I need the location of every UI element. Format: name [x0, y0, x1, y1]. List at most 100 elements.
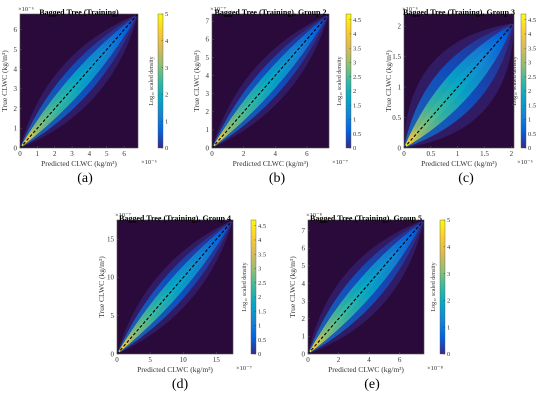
panel-label: (c) — [458, 171, 474, 186]
y-tick-label: 4 — [302, 280, 306, 288]
colorbar-tick-label: 0 — [165, 145, 168, 152]
colorbar — [520, 13, 527, 149]
x-tick-label: 2 — [337, 356, 341, 364]
y-tick-label: 5 — [111, 312, 115, 320]
colorbar-tick-label: 3.5 — [258, 251, 266, 258]
colorbar-tick-label: 0 — [447, 351, 450, 358]
colorbar-tick-label: 0 — [353, 145, 356, 152]
colorbar-tick-label: 2.5 — [258, 280, 266, 287]
x-axis-label: Predicted CLWC (kg/m³) — [233, 159, 309, 168]
x-axis-label: Predicted CLWC (kg/m³) — [41, 159, 117, 168]
colorbar-tick-label: 0.5 — [353, 131, 361, 138]
x-axis-exponent: ×10⁻⁸ — [427, 365, 444, 372]
y-tick-label: 1 — [398, 83, 402, 91]
identity-line — [308, 220, 424, 354]
density-core — [20, 14, 138, 148]
y-axis-exponent: ×10⁻⁷ — [210, 6, 226, 13]
x-tick-label: 10 — [180, 356, 188, 364]
colorbar — [157, 13, 164, 149]
y-tick-label: 5 — [302, 262, 306, 270]
colorbar-label: Log₁₀ scaled density — [149, 56, 155, 105]
colorbar-tick-label: 2 — [353, 88, 356, 95]
y-tick-label: 6 — [14, 26, 18, 34]
y-axis-label: True CLWC (kg/m³) — [0, 50, 9, 112]
y-axis-label: True CLWC (kg/m³) — [384, 50, 393, 112]
colorbar-tick-label: 3 — [447, 271, 450, 278]
chart-title: Bagged Tree (Training), Group 4 — [119, 214, 231, 223]
plot-frame — [19, 13, 139, 149]
y-tick-label: 1 — [14, 125, 18, 133]
y-tick-label: 15 — [107, 235, 115, 243]
colorbar-tick-label: 5 — [165, 11, 168, 18]
colorbar-tick-label: 4 — [258, 237, 262, 244]
y-axis-exponent: ×10⁻⁷ — [115, 212, 131, 219]
y-tick-label: 2 — [206, 108, 210, 116]
y-tick-label: 0 — [14, 144, 18, 152]
colorbar-tick-label: 5 — [447, 217, 450, 224]
y-axis-label: True CLWC (kg/m³) — [192, 50, 201, 112]
x-tick-label: 2 — [242, 150, 246, 158]
x-tick-label: 0 — [306, 356, 310, 364]
colorbar-label: Log₁₀ scaled density — [431, 262, 437, 311]
identity-line — [404, 22, 514, 148]
colorbar-tick-label: 2 — [447, 298, 450, 305]
x-tick-label: 0 — [115, 356, 119, 364]
x-tick-label: 2 — [53, 150, 57, 158]
x-axis-exponent: ×10⁻⁶ — [517, 159, 533, 166]
colorbar-tick-label: 1 — [165, 118, 168, 125]
colorbar-tick-label: 4 — [447, 244, 451, 251]
x-tick-label: 5 — [148, 356, 152, 364]
y-tick-label: 2 — [302, 315, 306, 323]
colorbar-tick-label: 3 — [165, 65, 168, 72]
x-axis-label: Predicted CLWC (kg/m³) — [137, 365, 213, 374]
y-tick-label: 0 — [302, 350, 306, 358]
y-tick-label: 10 — [107, 274, 115, 282]
x-tick-label: 0 — [18, 150, 22, 158]
x-tick-label: 0 — [210, 150, 214, 158]
colorbar-tick-label: 1 — [528, 117, 531, 124]
colorbar-tick-label: 4.5 — [353, 17, 361, 24]
x-tick-label: 0 — [402, 150, 406, 158]
x-tick-label: 2 — [510, 150, 514, 158]
x-tick-label: 6 — [122, 150, 126, 158]
colorbar-tick-label: 4.5 — [258, 223, 266, 230]
colorbar-tick-label: 2 — [258, 294, 261, 301]
colorbar — [439, 219, 446, 355]
x-axis-label: Predicted CLWC (kg/m³) — [328, 365, 404, 374]
colorbar-label: Log₁₀ scaled density — [242, 262, 248, 311]
x-tick-label: 1 — [36, 150, 40, 158]
x-axis-exponent: ×10⁻⁷ — [236, 365, 252, 372]
y-tick-label: 5 — [14, 46, 18, 54]
colorbar-tick-label: 2 — [528, 88, 531, 95]
colorbar-tick-label: 3 — [258, 266, 261, 273]
plot-frame — [403, 13, 515, 149]
colorbar-tick-label: 2 — [165, 92, 168, 99]
y-tick-label: 1 — [206, 126, 210, 134]
panel-label: (d) — [172, 377, 189, 392]
x-tick-label: 4 — [88, 150, 92, 158]
colorbar-tick-label: 1.5 — [258, 308, 266, 315]
colorbar-tick-label: 0 — [258, 351, 261, 358]
y-axis-exponent: ×10⁻⁶ — [18, 6, 34, 13]
colorbar-tick-label: 1 — [447, 324, 450, 331]
y-tick-label: 4 — [14, 65, 18, 73]
colorbar-tick-label: 4 — [528, 31, 532, 38]
colorbar-tick-label: 1 — [353, 117, 356, 124]
y-tick-label: 3 — [14, 85, 18, 93]
colorbar — [345, 13, 352, 149]
panel-label: (e) — [364, 377, 380, 392]
y-axis-label: True CLWC (kg/m³) — [288, 256, 297, 318]
colorbar-tick-label: 4 — [353, 31, 357, 38]
colorbar-tick-label: 1 — [258, 323, 261, 330]
colorbar-tick-label: 3.5 — [353, 45, 361, 52]
colorbar-label: Log₁₀ scaled density — [337, 56, 343, 105]
x-tick-label: 3 — [70, 150, 74, 158]
colorbar-tick-label: 1.5 — [528, 102, 536, 109]
panel-a: 0 1 2 3 4 5 6 0 1 2 3 4 5 6 ×10⁻⁶ ×10⁻⁶ Bagged Tree (Tra… — [0, 6, 169, 186]
y-tick-label: 6 — [302, 245, 306, 253]
x-tick-label: 4 — [273, 150, 277, 158]
